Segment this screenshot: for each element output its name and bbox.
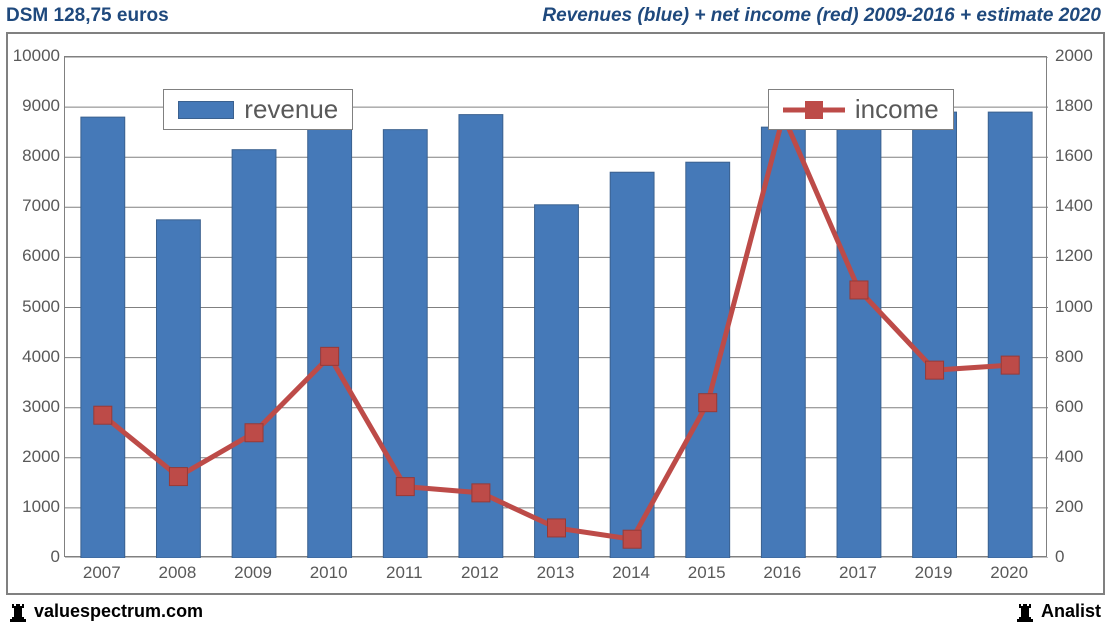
rook-icon (8, 600, 28, 622)
y-left-tick: 7000 (10, 196, 60, 216)
y-left-tick: 2000 (10, 447, 60, 467)
figure-frame: DSM 128,75 euros Revenues (blue) + net i… (0, 0, 1111, 627)
income-marker (396, 478, 414, 496)
legend-income-label: income (855, 94, 939, 125)
x-tick: 2008 (159, 563, 197, 583)
bar (988, 112, 1032, 558)
bar (761, 127, 805, 558)
y-right-tick: 800 (1055, 347, 1083, 367)
bar (610, 172, 654, 558)
bar (686, 162, 730, 558)
y-left-tick: 0 (10, 547, 60, 567)
income-marker (926, 361, 944, 379)
x-tick: 2019 (915, 563, 953, 583)
y-right-tick: 1800 (1055, 96, 1093, 116)
income-marker (699, 394, 717, 412)
y-left-tick: 4000 (10, 347, 60, 367)
x-tick: 2010 (310, 563, 348, 583)
legend-income: income (768, 89, 954, 130)
chart-svg (65, 57, 1048, 558)
x-tick: 2016 (763, 563, 801, 583)
income-marker (850, 281, 868, 299)
x-tick: 2017 (839, 563, 877, 583)
x-tick: 2011 (386, 563, 423, 583)
y-right-tick: 1600 (1055, 146, 1093, 166)
y-right-tick: 600 (1055, 397, 1083, 417)
y-right-tick: 0 (1055, 547, 1064, 567)
income-marker (321, 347, 339, 365)
x-tick: 2020 (990, 563, 1028, 583)
y-right-tick: 1400 (1055, 196, 1093, 216)
header-title-right: Revenues (blue) + net income (red) 2009-… (542, 5, 1101, 27)
y-left-tick: 6000 (10, 246, 60, 266)
legend-revenue-label: revenue (244, 94, 338, 125)
header-title-left: DSM 128,75 euros (6, 5, 169, 27)
y-right-tick: 2000 (1055, 46, 1093, 66)
y-right-tick: 1000 (1055, 297, 1093, 317)
y-left-tick: 8000 (10, 146, 60, 166)
x-tick: 2015 (688, 563, 726, 583)
income-marker (623, 530, 641, 548)
legend-revenue-swatch (178, 101, 234, 119)
income-marker (245, 424, 263, 442)
y-left-tick: 9000 (10, 96, 60, 116)
rook-icon (1015, 600, 1035, 622)
y-right-tick: 400 (1055, 447, 1083, 467)
plot-area: revenue income (64, 56, 1047, 557)
x-tick: 2009 (234, 563, 272, 583)
bar (308, 105, 352, 558)
x-tick: 2012 (461, 563, 499, 583)
footer-right-text: Analist (1041, 601, 1101, 622)
bar (156, 220, 200, 558)
income-marker (548, 519, 566, 537)
chart-panel: revenue income 0100020003000400050006000… (6, 32, 1105, 595)
header-bar: DSM 128,75 euros Revenues (blue) + net i… (0, 0, 1111, 32)
income-marker (169, 468, 187, 486)
y-left-tick: 10000 (10, 46, 60, 66)
y-left-tick: 3000 (10, 397, 60, 417)
income-marker (1001, 356, 1019, 374)
footer-bar: valuespectrum.com Analist (0, 595, 1111, 627)
y-left-tick: 5000 (10, 297, 60, 317)
bar (837, 112, 881, 558)
x-tick: 2013 (537, 563, 575, 583)
x-tick: 2007 (83, 563, 121, 583)
bar (535, 205, 579, 558)
x-tick: 2014 (612, 563, 650, 583)
footer-left-text: valuespectrum.com (34, 601, 203, 622)
bar (232, 150, 276, 558)
bar (913, 112, 957, 558)
y-right-tick: 1200 (1055, 246, 1093, 266)
income-marker (472, 484, 490, 502)
bar (81, 117, 125, 558)
footer-left: valuespectrum.com (8, 600, 203, 622)
legend-income-swatch (783, 100, 845, 120)
y-left-tick: 1000 (10, 497, 60, 517)
income-marker (94, 406, 112, 424)
footer-right: Analist (1015, 600, 1101, 622)
legend-revenue: revenue (163, 89, 353, 130)
y-right-tick: 200 (1055, 497, 1083, 517)
